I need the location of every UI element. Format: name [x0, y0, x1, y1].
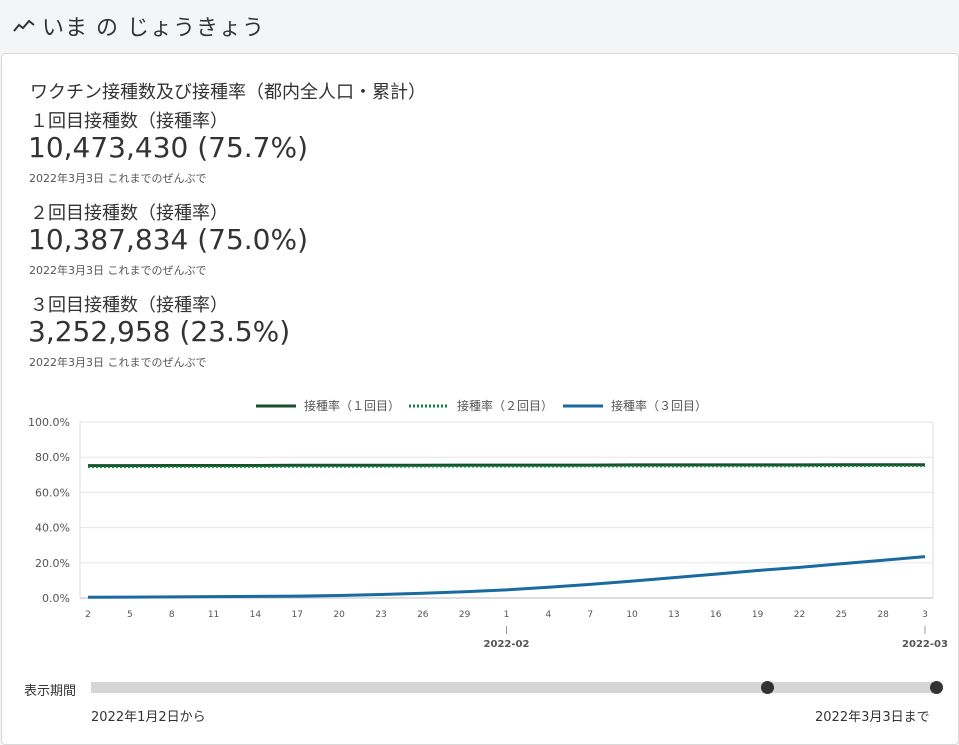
series-line-1	[88, 463, 925, 468]
legend-label: 接種率（３回目）	[611, 398, 707, 413]
x-secondary-label: 2022-03	[902, 639, 948, 650]
x-tick-label: 10	[626, 610, 638, 620]
dose1-value: 10,473,430 (75.7%)	[28, 131, 309, 164]
dose2-note: 2022年3月3日 これまでのぜんぶで	[29, 264, 207, 277]
y-tick-label: 0.0%	[42, 592, 70, 605]
series-line-2	[88, 465, 925, 469]
dose2-label: ２回目接種数（接種率）	[30, 203, 228, 224]
x-tick-label: 13	[668, 610, 679, 620]
dose2-value: 10,387,834 (75.0%)	[28, 223, 309, 256]
period-slider-end-handle[interactable]	[929, 681, 943, 694]
x-tick-label: 16	[710, 610, 722, 620]
y-tick-label: 20.0%	[35, 557, 70, 570]
x-tick-label: 22	[794, 610, 805, 620]
x-tick-label: 14	[250, 610, 262, 620]
x-tick-label: 8	[169, 610, 175, 620]
x-tick-label: 25	[836, 610, 847, 620]
dose3-label: ３回目接種数（接種率）	[30, 295, 228, 316]
y-tick-label: 40.0%	[35, 522, 70, 535]
page-title: いま の じょうきょう	[42, 16, 265, 41]
x-tick-label: 3	[922, 610, 928, 620]
x-tick-label: 2	[85, 610, 91, 620]
x-tick-label: 26	[417, 610, 429, 620]
x-tick-label: 4	[545, 610, 551, 620]
x-tick-label: 29	[459, 610, 471, 620]
legend-label: 接種率（２回目）	[457, 398, 553, 413]
period-slider-start-handle[interactable]	[760, 681, 774, 694]
x-tick-label: 5	[127, 610, 133, 620]
legend-label: 接種率（１回目）	[304, 398, 400, 413]
trend-icon	[13, 19, 35, 32]
x-tick-label: 23	[375, 610, 386, 620]
x-secondary-label: 2022-02	[484, 639, 530, 650]
vaccination-card	[1, 53, 959, 745]
series-line-3	[87, 555, 926, 599]
y-tick-label: 60.0%	[35, 486, 70, 499]
x-tick-label: 20	[333, 610, 345, 620]
x-tick-label: 1	[504, 610, 510, 620]
x-tick-label: 11	[208, 610, 219, 620]
period-to-text: 2022年3月3日まで	[815, 710, 930, 725]
x-tick-label: 7	[587, 610, 593, 620]
y-tick-label: 100.0%	[28, 416, 70, 429]
card-title: ワクチン接種数及び接種率（都内全人口・累計）	[30, 82, 426, 103]
x-tick-label: 17	[292, 610, 303, 620]
x-tick-label: 28	[877, 610, 889, 620]
period-from-text: 2022年1月2日から	[91, 710, 206, 725]
page-header: いま の じょうきょう	[0, 0, 959, 52]
y-tick-label: 80.0%	[35, 451, 70, 464]
dose1-label: １回目接種数（接種率）	[30, 111, 228, 132]
dose3-note: 2022年3月3日 これまでのぜんぶで	[29, 356, 207, 369]
vaccination-rate-chart: 接種率（１回目） 接種率（２回目） 接種率（３回目）100.0%80.0%60.0%…	[28, 398, 948, 650]
dose1-note: 2022年3月3日 これまでのぜんぶで	[29, 172, 207, 185]
dose3-value: 3,252,958 (23.5%)	[28, 315, 291, 348]
period-slider-track[interactable]	[91, 682, 936, 693]
x-tick-label: 19	[752, 610, 764, 620]
period-label: 表示期間	[24, 684, 77, 699]
